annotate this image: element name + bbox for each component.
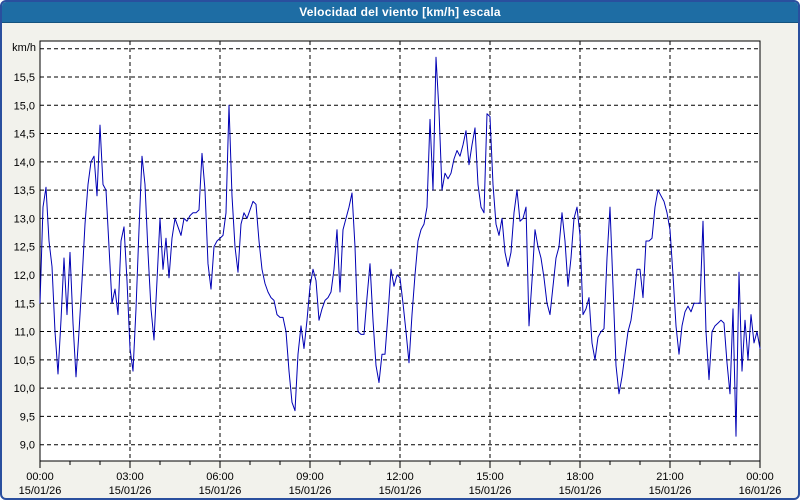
y-tick-label: 13,0 <box>14 213 35 225</box>
y-tick-label: 13,5 <box>14 185 35 197</box>
x-tick-time-label: 00:00 <box>746 471 774 483</box>
y-axis-unit-label: km/h <box>12 42 36 54</box>
y-tick-label: 9,5 <box>20 411 35 423</box>
x-tick-time-label: 03:00 <box>116 471 144 483</box>
y-tick-label: 12,0 <box>14 270 35 282</box>
x-tick-date-label: 15/01/26 <box>199 485 242 497</box>
y-tick-label: 9,0 <box>20 440 35 452</box>
chart-title-bar: Velocidad del viento [km/h] escala <box>2 2 798 23</box>
x-tick-date-label: 15/01/26 <box>379 485 422 497</box>
x-tick-time-label: 06:00 <box>206 471 234 483</box>
x-tick-date-label: 15/01/26 <box>469 485 512 497</box>
x-tick-time-label: 21:00 <box>656 471 684 483</box>
x-tick-date-label: 15/01/26 <box>289 485 332 497</box>
y-tick-label: 10,5 <box>14 355 35 367</box>
y-tick-label: 12,5 <box>14 242 35 254</box>
x-tick-date-label: 15/01/26 <box>559 485 602 497</box>
y-tick-label: 15,5 <box>14 72 35 84</box>
x-tick-date-label: 15/01/26 <box>109 485 152 497</box>
y-tick-label: 14,5 <box>14 129 35 141</box>
x-tick-time-label: 18:00 <box>566 471 594 483</box>
x-tick-time-label: 15:00 <box>476 471 504 483</box>
x-tick-date-label: 15/01/26 <box>649 485 692 497</box>
y-tick-label: 11,0 <box>14 327 35 339</box>
chart-title: Velocidad del viento [km/h] escala <box>299 5 501 19</box>
x-tick-time-label: 09:00 <box>296 471 324 483</box>
x-tick-time-label: 12:00 <box>386 471 414 483</box>
x-tick-date-label: 16/01/26 <box>739 485 782 497</box>
wind-speed-line <box>39 56 761 437</box>
y-tick-label: 15,0 <box>14 100 35 112</box>
wind-speed-chart-svg: km/h 15,5 15,0 14,5 14,0 13,5 13,0 12,5 12,0 11,5… <box>12 40 782 497</box>
y-tick-label: 14,0 <box>14 157 35 169</box>
y-tick-label: 11,5 <box>14 298 35 310</box>
x-tick-date-label: 15/01/26 <box>19 485 62 497</box>
y-tick-label: 10,0 <box>14 383 35 395</box>
x-tick-time-label: 00:00 <box>26 471 54 483</box>
wind-speed-chart: km/h 15,5 15,0 14,5 14,0 13,5 13,0 12,5 12,0 11,5… <box>2 23 798 498</box>
